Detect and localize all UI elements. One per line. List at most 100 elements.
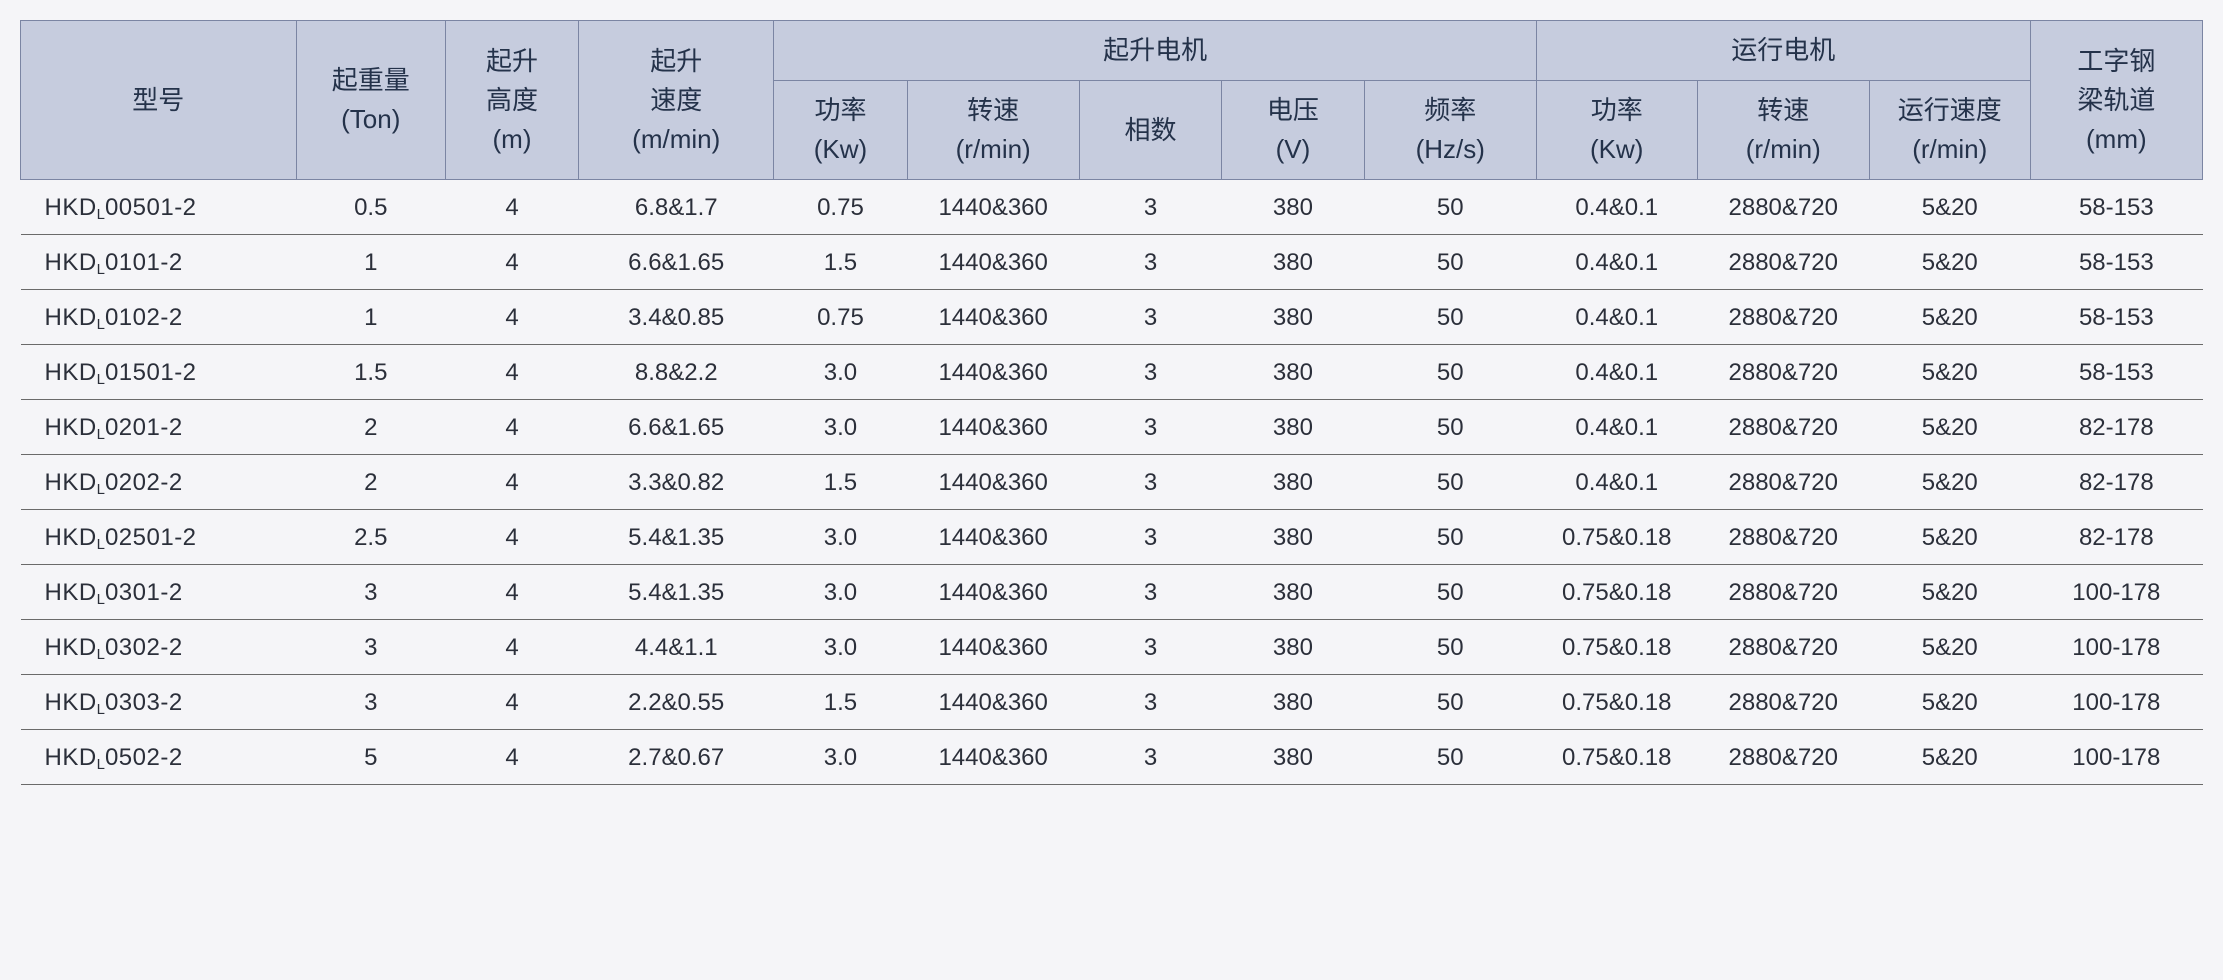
cell-travel-rpm: 2880&720 xyxy=(1697,235,1869,290)
col-lift-power: 功率(Kw) xyxy=(774,81,907,180)
cell-phase: 3 xyxy=(1079,675,1221,730)
model-prefix: HKD xyxy=(45,249,97,276)
cell-lift-rpm: 1440&360 xyxy=(907,180,1079,235)
cell-travel-rpm: 2880&720 xyxy=(1697,565,1869,620)
cell-lift-power: 1.5 xyxy=(774,675,907,730)
model-subscript: L xyxy=(97,372,105,388)
cell-lift-height: 4 xyxy=(445,565,578,620)
model-prefix: HKD xyxy=(45,359,97,386)
model-suffix: 0303-2 xyxy=(105,689,183,716)
cell-lift-rpm: 1440&360 xyxy=(907,345,1079,400)
cell-capacity: 3 xyxy=(296,675,445,730)
cell-lift-power: 3.0 xyxy=(774,730,907,785)
cell-travel-speed: 5&20 xyxy=(1869,510,2030,565)
cell-capacity: 2.5 xyxy=(296,510,445,565)
model-subscript: L xyxy=(97,262,105,278)
table-row: HKDL01501-21.548.8&2.23.01440&3603380500… xyxy=(21,345,2203,400)
cell-travel-power: 0.4&0.1 xyxy=(1536,345,1697,400)
cell-travel-power: 0.4&0.1 xyxy=(1536,400,1697,455)
col-lift-height: 起升高度(m) xyxy=(445,21,578,180)
cell-voltage: 380 xyxy=(1222,235,1364,290)
cell-lift-rpm: 1440&360 xyxy=(907,510,1079,565)
cell-capacity: 5 xyxy=(296,730,445,785)
cell-travel-speed: 5&20 xyxy=(1869,565,2030,620)
cell-travel-rpm: 2880&720 xyxy=(1697,400,1869,455)
model-prefix: HKD xyxy=(45,194,97,221)
cell-travel-rpm: 2880&720 xyxy=(1697,455,1869,510)
cell-travel-rpm: 2880&720 xyxy=(1697,345,1869,400)
model-prefix: HKD xyxy=(45,469,97,496)
model-suffix: 02501-2 xyxy=(105,524,197,551)
cell-travel-rpm: 2880&720 xyxy=(1697,510,1869,565)
cell-model: HKDL0201-2 xyxy=(21,400,297,455)
cell-frequency: 50 xyxy=(1364,675,1536,730)
cell-travel-power: 0.4&0.1 xyxy=(1536,455,1697,510)
table-row: HKDL0303-2342.2&0.551.51440&3603380500.7… xyxy=(21,675,2203,730)
table-row: HKDL0301-2345.4&1.353.01440&3603380500.7… xyxy=(21,565,2203,620)
cell-travel-power: 0.75&0.18 xyxy=(1536,620,1697,675)
cell-lift-speed: 6.6&1.65 xyxy=(579,235,774,290)
cell-frequency: 50 xyxy=(1364,455,1536,510)
col-travel-power: 功率(Kw) xyxy=(1536,81,1697,180)
cell-phase: 3 xyxy=(1079,565,1221,620)
cell-travel-speed: 5&20 xyxy=(1869,345,2030,400)
table-row: HKDL0101-2146.6&1.651.51440&3603380500.4… xyxy=(21,235,2203,290)
cell-travel-power: 0.75&0.18 xyxy=(1536,675,1697,730)
model-subscript: L xyxy=(97,537,105,553)
cell-lift-rpm: 1440&360 xyxy=(907,620,1079,675)
model-subscript: L xyxy=(97,317,105,333)
cell-lift-power: 0.75 xyxy=(774,180,907,235)
cell-phase: 3 xyxy=(1079,235,1221,290)
cell-travel-rpm: 2880&720 xyxy=(1697,730,1869,785)
cell-phase: 3 xyxy=(1079,400,1221,455)
cell-beam: 82-178 xyxy=(2030,400,2202,455)
cell-lift-speed: 5.4&1.35 xyxy=(579,565,774,620)
cell-frequency: 50 xyxy=(1364,290,1536,345)
cell-travel-power: 0.75&0.18 xyxy=(1536,565,1697,620)
cell-beam: 100-178 xyxy=(2030,620,2202,675)
cell-voltage: 380 xyxy=(1222,510,1364,565)
cell-beam: 100-178 xyxy=(2030,565,2202,620)
cell-phase: 3 xyxy=(1079,455,1221,510)
model-suffix: 00501-2 xyxy=(105,194,197,221)
cell-frequency: 50 xyxy=(1364,400,1536,455)
model-prefix: HKD xyxy=(45,414,97,441)
cell-travel-rpm: 2880&720 xyxy=(1697,180,1869,235)
cell-voltage: 380 xyxy=(1222,675,1364,730)
cell-lift-rpm: 1440&360 xyxy=(907,675,1079,730)
cell-lift-speed: 5.4&1.35 xyxy=(579,510,774,565)
cell-voltage: 380 xyxy=(1222,455,1364,510)
cell-frequency: 50 xyxy=(1364,180,1536,235)
cell-travel-speed: 5&20 xyxy=(1869,730,2030,785)
cell-model: HKDL0102-2 xyxy=(21,290,297,345)
cell-lift-speed: 6.6&1.65 xyxy=(579,400,774,455)
col-model: 型号 xyxy=(21,21,297,180)
cell-capacity: 0.5 xyxy=(296,180,445,235)
cell-travel-speed: 5&20 xyxy=(1869,290,2030,345)
model-subscript: L xyxy=(97,757,105,773)
cell-lift-speed: 2.7&0.67 xyxy=(579,730,774,785)
cell-lift-speed: 8.8&2.2 xyxy=(579,345,774,400)
cell-model: HKDL0502-2 xyxy=(21,730,297,785)
cell-lift-rpm: 1440&360 xyxy=(907,290,1079,345)
cell-travel-speed: 5&20 xyxy=(1869,400,2030,455)
cell-lift-height: 4 xyxy=(445,290,578,345)
cell-travel-power: 0.4&0.1 xyxy=(1536,290,1697,345)
model-prefix: HKD xyxy=(45,689,97,716)
cell-model: HKDL0302-2 xyxy=(21,620,297,675)
cell-capacity: 2 xyxy=(296,400,445,455)
cell-lift-power: 3.0 xyxy=(774,510,907,565)
cell-phase: 3 xyxy=(1079,620,1221,675)
model-subscript: L xyxy=(97,207,105,223)
cell-beam: 82-178 xyxy=(2030,510,2202,565)
cell-frequency: 50 xyxy=(1364,510,1536,565)
cell-capacity: 3 xyxy=(296,620,445,675)
model-suffix: 01501-2 xyxy=(105,359,197,386)
cell-capacity: 1 xyxy=(296,290,445,345)
col-capacity: 起重量(Ton) xyxy=(296,21,445,180)
table-row: HKDL00501-20.546.8&1.70.751440&360338050… xyxy=(21,180,2203,235)
cell-lift-power: 1.5 xyxy=(774,455,907,510)
cell-beam: 100-178 xyxy=(2030,675,2202,730)
cell-lift-speed: 6.8&1.7 xyxy=(579,180,774,235)
col-travel-rpm: 转速(r/min) xyxy=(1697,81,1869,180)
